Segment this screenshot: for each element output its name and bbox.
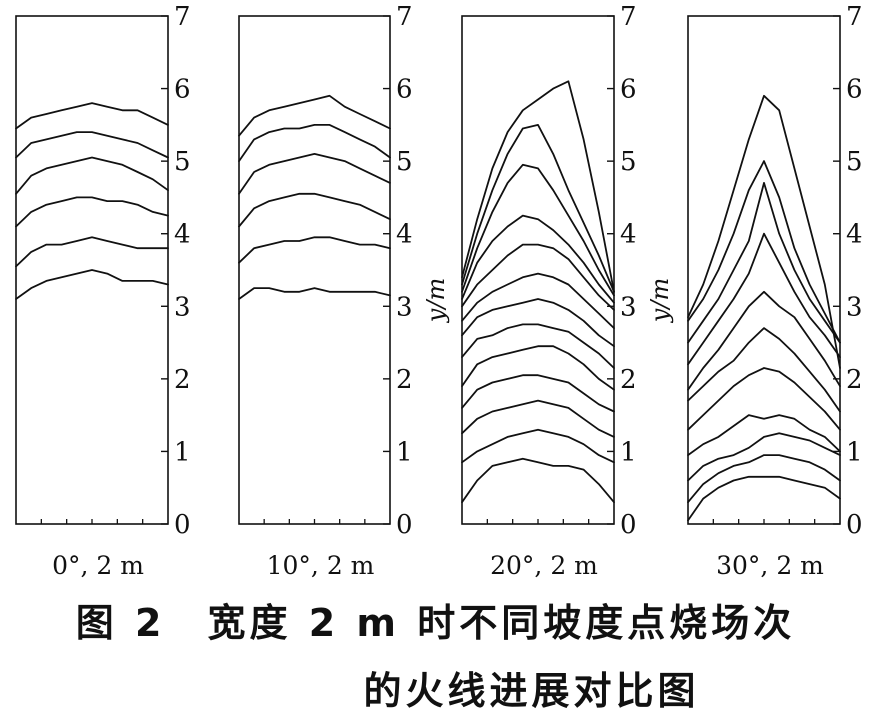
fire-line-4 bbox=[15, 156, 169, 195]
fire-line-1 bbox=[687, 475, 841, 522]
fire-line-5 bbox=[461, 345, 615, 391]
plot-frame bbox=[687, 15, 841, 525]
fire-line-9 bbox=[461, 243, 615, 311]
fire-line-6 bbox=[461, 323, 615, 369]
panel-2: 0 1 2 3 4 5 6 7 y/m 10°, 2 m bbox=[238, 2, 450, 580]
fire-line-13 bbox=[461, 80, 615, 293]
fire-line-2 bbox=[461, 428, 615, 464]
fire-line-4 bbox=[687, 414, 841, 457]
y-tick-label: 5 bbox=[846, 147, 863, 177]
fire-line-6 bbox=[15, 102, 169, 130]
fire-line-10 bbox=[461, 214, 615, 304]
fire-line-6 bbox=[687, 327, 841, 413]
y-axis-label: y/m bbox=[646, 278, 674, 323]
fire-line-3 bbox=[238, 192, 391, 228]
y-tick-label: 7 bbox=[620, 2, 637, 32]
fire-line-5 bbox=[15, 131, 169, 159]
fire-line-12 bbox=[461, 124, 615, 293]
y-tick-label: 6 bbox=[396, 75, 413, 105]
panel-1: 0 1 2 3 4 5 6 7 0°, 2 m bbox=[15, 2, 191, 580]
y-tick-label: 3 bbox=[174, 292, 191, 322]
y-tick-label: 1 bbox=[846, 437, 863, 467]
y-tick-label: 0 bbox=[846, 510, 863, 540]
fire-line-8 bbox=[461, 272, 615, 330]
y-tick-label: 2 bbox=[174, 365, 191, 395]
y-tick-label: 0 bbox=[620, 510, 637, 540]
panel-4: 0 1 2 3 4 5 6 7 30°, 2 m bbox=[687, 2, 863, 580]
plot-frame bbox=[238, 15, 391, 525]
fire-line-4 bbox=[238, 152, 391, 195]
y-tick-label: 5 bbox=[174, 147, 191, 177]
figure-caption-line-1: 图 2 宽度 2 m 时不同坡度点烧场次 bbox=[75, 601, 796, 645]
y-tick-label: 2 bbox=[396, 365, 413, 395]
fire-line-5 bbox=[238, 124, 391, 163]
y-tick-label: 4 bbox=[620, 220, 637, 250]
fire-line-2 bbox=[15, 236, 169, 268]
y-tick-label: 6 bbox=[620, 75, 637, 105]
panel-label: 0°, 2 m bbox=[52, 551, 144, 580]
fire-line-10 bbox=[687, 160, 841, 344]
y-tick-label: 7 bbox=[846, 2, 863, 32]
fire-line-1 bbox=[238, 287, 391, 300]
fire-line-7 bbox=[687, 290, 841, 391]
figure: 0 1 2 3 4 5 6 7 0°, 2 m 0 1 2 3 4 5 6 7 y/m 10°, 2 m 0 1 2 3 4 5… bbox=[15, 2, 863, 580]
y-tick-label: 3 bbox=[396, 292, 413, 322]
y-axis-label: y/m bbox=[422, 278, 450, 323]
y-tick-label: 6 bbox=[174, 75, 191, 105]
y-tick-label: 1 bbox=[620, 437, 637, 467]
fire-line-2 bbox=[238, 236, 391, 264]
fire-line-3 bbox=[461, 399, 615, 438]
y-tick-label: 4 bbox=[396, 220, 413, 250]
y-tick-label: 5 bbox=[396, 147, 413, 177]
fire-line-8 bbox=[687, 232, 841, 366]
fire-line-3 bbox=[687, 432, 841, 482]
y-tick-label: 7 bbox=[396, 2, 413, 32]
y-tick-label: 5 bbox=[620, 147, 637, 177]
fire-line-11 bbox=[461, 163, 615, 297]
y-tick-label: 4 bbox=[846, 220, 863, 250]
y-tick-label: 0 bbox=[174, 510, 191, 540]
y-tick-label: 7 bbox=[174, 2, 191, 32]
panel-label: 20°, 2 m bbox=[490, 551, 598, 580]
fire-line-2 bbox=[687, 454, 841, 504]
figure-caption-line-2: 的火线进展对比图 bbox=[363, 669, 700, 713]
fire-line-3 bbox=[15, 196, 169, 228]
panel-3: 0 1 2 3 4 5 6 7 y/m 20°, 2 m bbox=[461, 2, 674, 580]
fire-line-5 bbox=[687, 367, 841, 431]
panel-label: 30°, 2 m bbox=[716, 551, 824, 580]
y-tick-label: 2 bbox=[846, 365, 863, 395]
y-tick-label: 3 bbox=[620, 292, 637, 322]
fire-line-7 bbox=[461, 298, 615, 348]
y-tick-label: 6 bbox=[846, 75, 863, 105]
y-tick-label: 2 bbox=[620, 365, 637, 395]
y-tick-label: 1 bbox=[174, 437, 191, 467]
y-tick-label: 3 bbox=[846, 292, 863, 322]
fire-line-1 bbox=[15, 269, 169, 300]
fire-line-9 bbox=[687, 181, 841, 344]
fire-line-4 bbox=[461, 374, 615, 413]
fire-line-11 bbox=[687, 94, 841, 369]
fire-line-1 bbox=[461, 457, 615, 504]
fire-line-6 bbox=[238, 94, 391, 137]
panel-label: 10°, 2 m bbox=[267, 551, 375, 580]
y-tick-label: 4 bbox=[174, 220, 191, 250]
y-tick-label: 1 bbox=[396, 437, 413, 467]
y-tick-label: 0 bbox=[396, 510, 413, 540]
